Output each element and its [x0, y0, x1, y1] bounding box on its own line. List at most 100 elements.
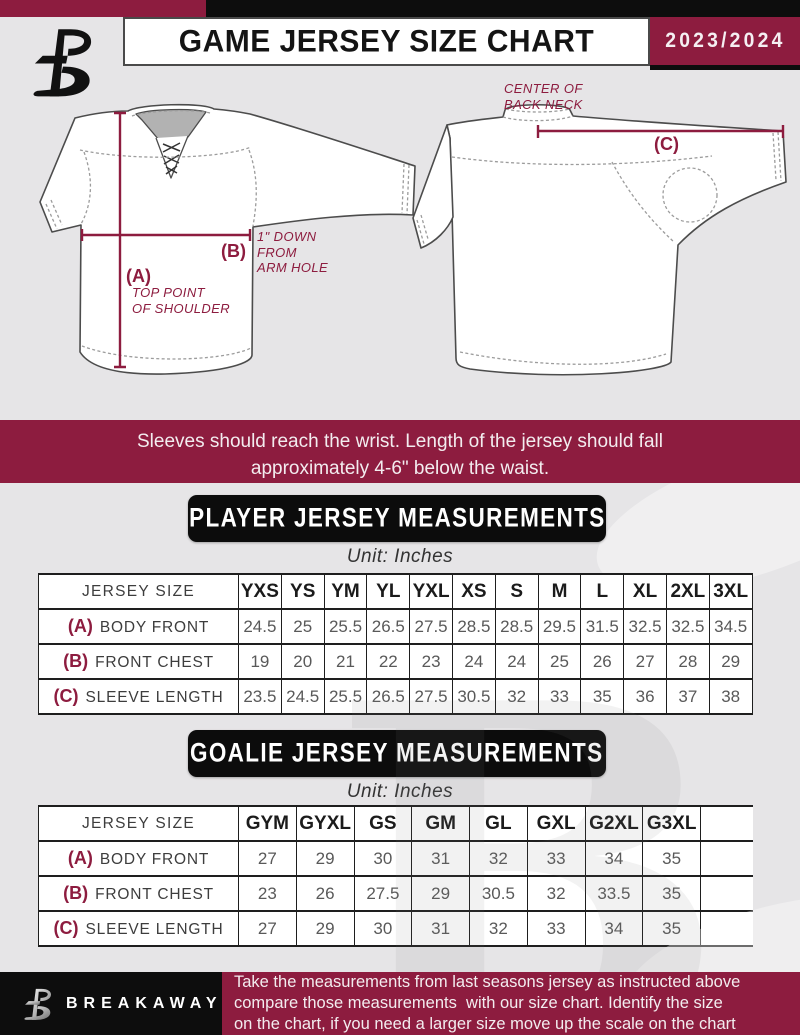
size-value-cell: 33.5 [584, 875, 644, 912]
table-row: (B) FRONT CHEST 19 20 21 22 23 24 24 25 26 27 28 29 [38, 643, 753, 680]
size-value-cell: 25.5 [323, 678, 368, 715]
page-title: GAME JERSEY SIZE CHART [178, 23, 595, 59]
footer-instructions-text: Take the measurements from last seasons … [234, 973, 741, 1033]
front-jersey-diagram [39, 103, 416, 375]
size-value-cell: 24.5 [238, 608, 282, 645]
size-value-cell: 37 [665, 678, 710, 715]
player-unit-label: Unit: Inches [346, 546, 454, 567]
row-measure-label: BODY FRONT [99, 619, 210, 636]
size-value-cell: 25 [280, 608, 325, 645]
back-jersey-diagram [412, 104, 787, 376]
size-column-header: G2XL [584, 805, 644, 842]
goalie-section-title: GOALIE JERSEY MEASUREMENTS [190, 737, 604, 769]
size-value-cell: 38 [708, 678, 753, 715]
size-value-cell: 20 [280, 643, 325, 680]
size-value-cell: 24 [451, 643, 496, 680]
size-value-cell: 26 [580, 643, 625, 680]
size-value-cell: 34 [584, 840, 644, 877]
size-value-cell: 21 [323, 643, 368, 680]
breakaway-b-logo-icon [33, 29, 92, 97]
size-value-cell: 35 [580, 678, 625, 715]
size-column-header: S [494, 573, 539, 610]
blank-cell [700, 910, 753, 947]
top-bar-maroon [0, 0, 206, 17]
row-label: (B) FRONT CHEST [38, 875, 239, 912]
size-column-header: YL [366, 573, 411, 610]
size-value-cell: 26 [295, 875, 355, 912]
size-value-cell: 23 [238, 875, 297, 912]
size-value-cell: 22 [366, 643, 411, 680]
size-value-cell: 35 [642, 840, 701, 877]
breakaway-b-logo-icon [24, 988, 51, 1020]
size-column-header: YS [280, 573, 325, 610]
size-value-cell: 27.5 [353, 875, 413, 912]
season-badge: 2023/2024 [650, 17, 800, 65]
row-measure-label: SLEEVE LENGTH [85, 921, 224, 938]
row-label: (C) SLEEVE LENGTH [38, 910, 239, 947]
row-label: (A) BODY FRONT [38, 608, 239, 645]
top-bar-black [206, 0, 800, 17]
size-value-cell: 29 [295, 840, 355, 877]
player-size-table: JERSEY SIZE YXS YS YM YL YXL XS S M L XL 2XL 3XL (A) B… [38, 573, 753, 715]
size-table-header-row: JERSEY SIZE GYM GYXL GS GM GL GXL G2XL G3XL [38, 805, 753, 842]
row-label: (A) BODY FRONT [38, 840, 239, 877]
row-key: (A) [67, 848, 93, 868]
size-value-cell: 27 [623, 643, 667, 680]
size-value-cell: 29 [295, 910, 355, 947]
measure-label-c: (C) [654, 134, 679, 154]
size-value-cell: 28 [665, 643, 710, 680]
arm-hole-note: 1" DOWN FROM ARM HOLE [257, 229, 329, 275]
size-table-header-row: JERSEY SIZE YXS YS YM YL YXL XS S M L XL 2XL 3XL [38, 573, 753, 610]
row-key: (B) [63, 883, 89, 903]
season-label: 2023/2024 [664, 29, 786, 52]
table-row: (A) BODY FRONT 27 29 30 31 32 33 34 35 [38, 840, 753, 877]
measurement-line-b [80, 229, 252, 241]
size-value-cell: 19 [238, 643, 282, 680]
size-value-cell: 35 [642, 875, 701, 912]
size-value-cell: 32 [469, 910, 528, 947]
row-label: (C) SLEEVE LENGTH [38, 678, 239, 715]
size-value-cell: 34 [584, 910, 644, 947]
size-value-cell: 32.5 [623, 608, 667, 645]
center-back-neck-note: CENTER OF BACK NECK [504, 81, 583, 112]
size-value-cell: 29 [708, 643, 753, 680]
row-key: (C) [53, 686, 79, 706]
size-value-cell: 28.5 [451, 608, 496, 645]
size-value-cell: 24 [494, 643, 539, 680]
size-value-cell: 32.5 [665, 608, 710, 645]
table-corner-label: JERSEY SIZE [38, 805, 239, 842]
row-label: (B) FRONT CHEST [38, 643, 239, 680]
size-value-cell: 30 [353, 910, 413, 947]
size-column-header: G3XL [642, 805, 701, 842]
size-value-cell: 24.5 [280, 678, 325, 715]
row-key: (C) [53, 918, 79, 938]
size-column-header: YM [323, 573, 368, 610]
table-row: (A) BODY FRONT 24.5 25 25.5 26.5 27.5 28.5 28.5 2… [38, 608, 753, 645]
table-corner-label: JERSEY SIZE [38, 573, 239, 610]
size-value-cell: 31.5 [580, 608, 625, 645]
top-point-note: TOP POINT OF SHOULDER [132, 285, 231, 316]
size-value-cell: 27 [238, 910, 297, 947]
size-column-header: XL [623, 573, 667, 610]
size-column-header: GYXL [295, 805, 355, 842]
measurement-line-a [114, 111, 126, 369]
measurement-line-c [536, 125, 785, 138]
size-value-cell: 30 [353, 840, 413, 877]
size-value-cell: 33 [526, 840, 586, 877]
size-value-cell: 32 [494, 678, 539, 715]
size-column-header: 3XL [708, 573, 753, 610]
goalie-size-table: JERSEY SIZE GYM GYXL GS GM GL GXL G2XL G3XL (A) BO… [38, 805, 753, 947]
size-value-cell: 32 [469, 840, 528, 877]
footer-brand-box: BREAKAWAY [0, 972, 222, 1035]
row-measure-label: BODY FRONT [99, 851, 210, 868]
goalie-unit-label: Unit: Inches [346, 781, 454, 802]
measure-label-b: (B) [221, 241, 246, 261]
size-column-header: GS [353, 805, 413, 842]
row-measure-label: FRONT CHEST [95, 886, 214, 903]
size-column-header: YXS [238, 573, 282, 610]
page-title-box: GAME JERSEY SIZE CHART [123, 17, 650, 66]
size-column-header: GYM [238, 805, 297, 842]
size-column-header: L [580, 573, 625, 610]
player-section-title: PLAYER JERSEY MEASUREMENTS [188, 502, 606, 534]
jersey-diagrams [39, 103, 787, 376]
